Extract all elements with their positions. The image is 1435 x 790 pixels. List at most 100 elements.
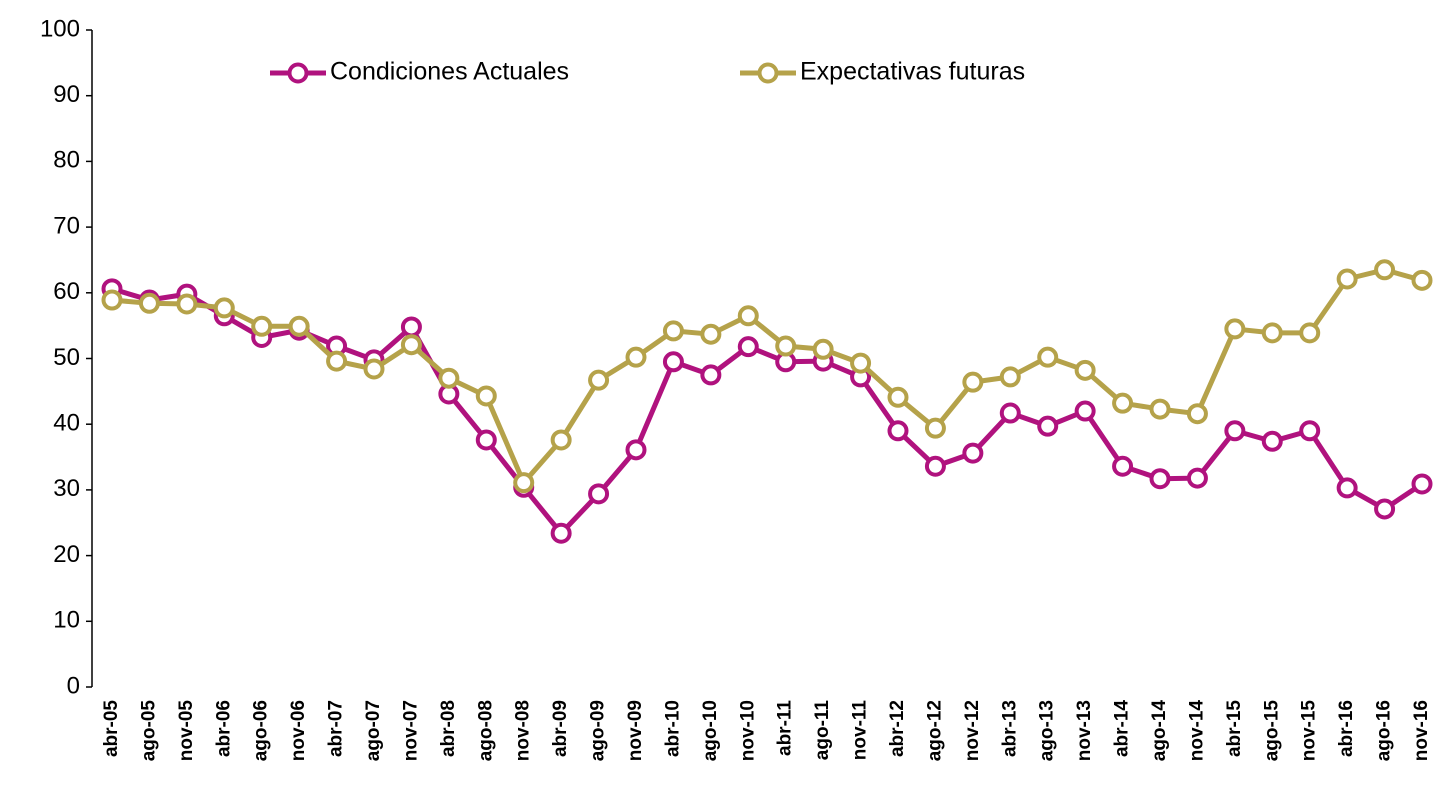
- point: [326, 350, 348, 372]
- x-tick-label: ago-14: [1149, 700, 1170, 762]
- point: [1149, 468, 1171, 490]
- point: [1224, 420, 1246, 442]
- x-tick-label: abr-08: [438, 700, 459, 757]
- point: [812, 338, 834, 360]
- x-tick-label: ago-09: [588, 700, 609, 761]
- x-tick-label: abr-05: [101, 700, 122, 757]
- point: [1261, 430, 1283, 452]
- y-tick-label: 40: [53, 410, 80, 437]
- point: [1074, 400, 1096, 422]
- point: [1186, 403, 1208, 425]
- x-tick-label: abr-06: [213, 700, 234, 757]
- x-tick-label: abr-07: [326, 700, 347, 757]
- x-tick-label: ago-08: [475, 700, 496, 761]
- point: [737, 305, 759, 327]
- point: [475, 385, 497, 407]
- point: [887, 386, 909, 408]
- x-tick-label: ago-06: [251, 700, 272, 761]
- y-tick-label: 10: [53, 607, 80, 634]
- y-tick-label: 100: [40, 15, 80, 42]
- y-tick-label: 60: [53, 278, 80, 305]
- series-line: [111, 267, 1423, 486]
- point: [288, 315, 310, 337]
- point: [400, 334, 422, 356]
- x-tick-label: ago-16: [1374, 700, 1395, 761]
- x-tick-label: ago-11: [812, 700, 833, 761]
- point: [101, 289, 123, 311]
- point: [1037, 415, 1059, 437]
- legend-label: Expectativas futuras: [800, 58, 1025, 86]
- point: [1112, 455, 1134, 477]
- point: [1374, 498, 1396, 520]
- point: [1411, 269, 1433, 291]
- x-tick-label: nov-07: [400, 700, 421, 761]
- point: [588, 483, 610, 505]
- point: [251, 315, 273, 337]
- x-tick-label: abr-13: [999, 700, 1020, 757]
- point: [1374, 259, 1396, 281]
- point: [1149, 398, 1171, 420]
- x-tick-label: ago-05: [138, 700, 159, 762]
- point: [775, 335, 797, 357]
- x-tick-label: nov-12: [962, 700, 983, 761]
- y-tick-label: 70: [53, 212, 80, 239]
- x-tick-label: abr-09: [550, 700, 571, 757]
- point: [1224, 318, 1246, 340]
- point: [475, 429, 497, 451]
- y-tick-label: 20: [53, 541, 80, 568]
- point: [1037, 346, 1059, 368]
- x-tick-label: nov-11: [850, 700, 871, 761]
- x-tick-label: abr-14: [1112, 700, 1133, 757]
- x-tick-label: abr-15: [1224, 700, 1245, 757]
- point: [625, 439, 647, 461]
- point: [662, 351, 684, 373]
- point: [400, 316, 422, 338]
- point: [138, 292, 160, 314]
- point: [550, 522, 572, 544]
- point: [1411, 473, 1433, 495]
- x-tick-label: nov-10: [737, 700, 758, 761]
- x-tick-label: nov-16: [1411, 700, 1432, 761]
- point: [513, 472, 535, 494]
- point: [850, 352, 872, 374]
- point: [737, 336, 759, 358]
- x-tick-label: nov-08: [513, 700, 534, 761]
- x-tick-label: nov-14: [1186, 700, 1207, 762]
- point: [962, 442, 984, 464]
- point: [1261, 322, 1283, 344]
- y-tick-label: 0: [67, 672, 80, 699]
- x-tick-label: nov-15: [1299, 700, 1320, 762]
- y-tick-label: 50: [53, 344, 80, 371]
- point: [588, 369, 610, 391]
- point: [1186, 467, 1208, 489]
- x-tick-label: abr-11: [775, 700, 796, 756]
- point: [924, 417, 946, 439]
- point: [1336, 477, 1358, 499]
- point: [924, 455, 946, 477]
- x-tick-label: nov-06: [288, 700, 309, 761]
- point: [662, 320, 684, 342]
- point: [700, 323, 722, 345]
- x-tick-label: abr-12: [887, 700, 908, 757]
- point: [887, 420, 909, 442]
- x-tick-label: abr-10: [662, 700, 683, 757]
- x-tick-label: ago-13: [1037, 700, 1058, 761]
- y-tick-label: 90: [53, 81, 80, 108]
- x-tick-label: nov-05: [176, 700, 197, 762]
- point: [1112, 392, 1134, 414]
- x-tick-label: ago-15: [1261, 700, 1282, 762]
- point: [1299, 322, 1321, 344]
- point: [625, 346, 647, 368]
- x-tick-label: ago-10: [700, 700, 721, 761]
- point: [176, 293, 198, 315]
- x-tick-label: nov-13: [1074, 700, 1095, 761]
- x-tick-label: ago-12: [924, 700, 945, 761]
- point: [438, 367, 460, 389]
- point: [999, 402, 1021, 424]
- x-tick-label: ago-07: [363, 700, 384, 761]
- x-tick-label: nov-09: [625, 700, 646, 761]
- x-tick-label: abr-16: [1336, 700, 1357, 757]
- y-tick-label: 80: [53, 147, 80, 174]
- point: [363, 358, 385, 380]
- point: [1299, 420, 1321, 442]
